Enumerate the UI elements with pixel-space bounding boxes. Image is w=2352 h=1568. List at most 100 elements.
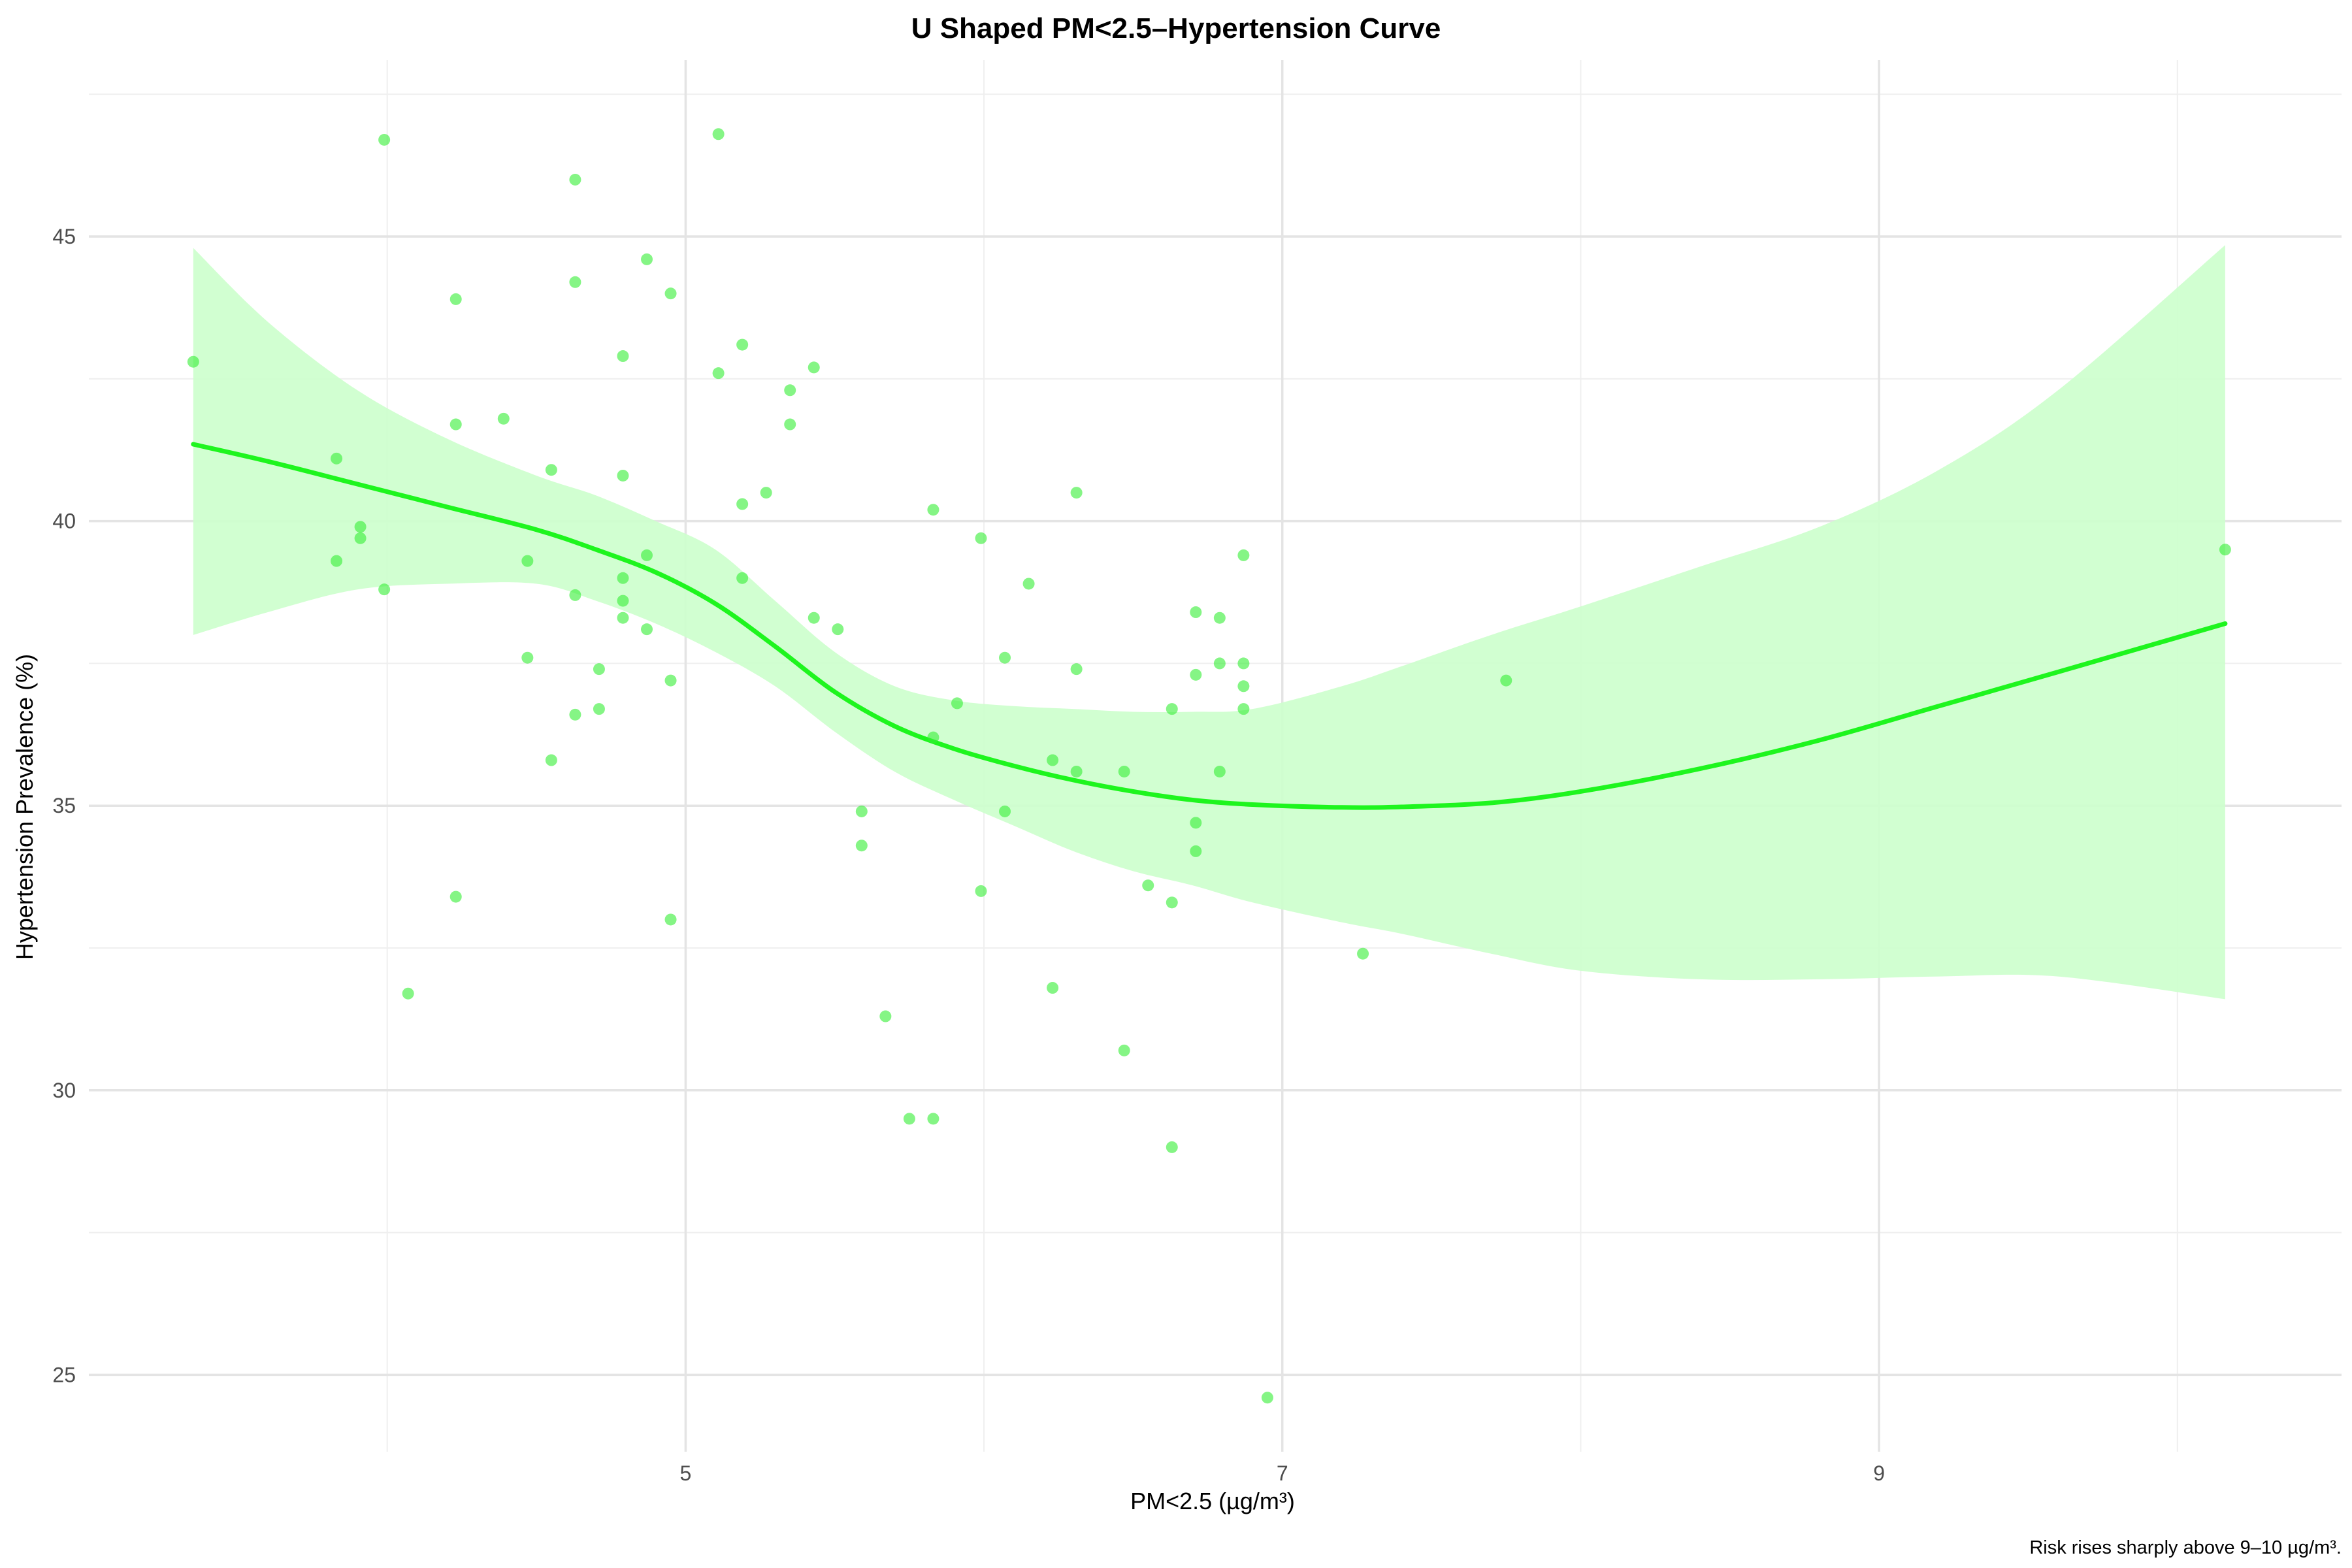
data-point xyxy=(879,1010,892,1022)
data-point xyxy=(1047,754,1059,766)
data-point xyxy=(378,133,391,146)
data-point xyxy=(975,885,987,897)
y-tick-label: 45 xyxy=(52,225,76,248)
smooth-line xyxy=(191,442,2228,810)
data-point xyxy=(664,674,677,687)
data-point xyxy=(2219,544,2231,556)
data-point xyxy=(569,173,581,186)
data-point xyxy=(1118,1044,1130,1056)
y-tick-label: 25 xyxy=(52,1363,76,1386)
data-point xyxy=(855,805,868,817)
data-point xyxy=(1070,487,1083,499)
data-point xyxy=(927,1113,939,1125)
data-point xyxy=(354,521,367,533)
data-point xyxy=(617,572,629,584)
data-point xyxy=(1070,663,1083,676)
data-point xyxy=(1166,896,1178,909)
data-point xyxy=(1190,845,1202,857)
data-point xyxy=(903,1113,915,1125)
data-point xyxy=(354,532,367,544)
data-point xyxy=(521,651,534,664)
data-point xyxy=(1357,947,1369,960)
data-point xyxy=(712,367,725,380)
data-point xyxy=(187,355,199,368)
data-point xyxy=(1166,1141,1178,1153)
data-point xyxy=(449,418,462,431)
data-point xyxy=(641,623,653,636)
data-point xyxy=(927,731,939,743)
data-point xyxy=(951,697,963,710)
data-point xyxy=(784,384,796,397)
data-point xyxy=(808,612,820,624)
x-tick-label: 7 xyxy=(1277,1462,1288,1485)
chart-title: U Shaped PM<2.5–Hypertension Curve xyxy=(911,12,1441,44)
data-point xyxy=(736,572,749,584)
data-point xyxy=(1190,606,1202,619)
data-point xyxy=(712,128,725,140)
data-point xyxy=(760,487,772,499)
data-point xyxy=(569,589,581,601)
data-point xyxy=(1213,657,1226,670)
data-point xyxy=(1261,1392,1273,1404)
data-point xyxy=(784,418,796,431)
x-tick-label: 5 xyxy=(679,1462,691,1485)
y-tick-label: 30 xyxy=(52,1079,76,1102)
data-point xyxy=(641,549,653,561)
x-axis-title: PM<2.5 (µg/m³) xyxy=(1130,1488,1295,1514)
data-point xyxy=(1237,703,1250,715)
data-point xyxy=(1022,578,1035,590)
data-point xyxy=(1237,680,1250,693)
data-point xyxy=(331,452,343,465)
data-point xyxy=(808,361,820,374)
data-point xyxy=(1190,668,1202,681)
y-axis-title: Hypertension Prevalence (%) xyxy=(11,654,38,960)
data-point xyxy=(449,890,462,903)
data-point xyxy=(593,703,605,715)
data-point xyxy=(569,276,581,288)
data-point xyxy=(1190,817,1202,829)
scatter-points xyxy=(187,128,2231,1404)
caption: Risk rises sharply above 9–10 µg/m³. xyxy=(2029,1537,2342,1558)
data-point xyxy=(999,805,1011,817)
data-point xyxy=(1213,765,1226,777)
data-point xyxy=(497,412,510,425)
data-point xyxy=(617,612,629,624)
data-point xyxy=(569,708,581,721)
y-tick-label: 40 xyxy=(52,510,76,533)
data-point xyxy=(927,504,939,516)
data-point xyxy=(402,987,414,1000)
data-point xyxy=(1118,765,1130,777)
data-point xyxy=(999,651,1011,664)
data-point xyxy=(1142,879,1154,892)
data-point xyxy=(1237,657,1250,670)
data-point xyxy=(1213,612,1226,624)
data-point xyxy=(593,663,605,676)
data-point xyxy=(736,498,749,510)
data-point xyxy=(449,293,462,305)
data-point xyxy=(641,253,653,265)
data-point xyxy=(664,287,677,300)
data-point xyxy=(736,338,749,351)
tick-labels: 25 30 35 40 45 5 7 9 xyxy=(52,225,1885,1485)
y-tick-label: 35 xyxy=(52,794,76,817)
data-point xyxy=(617,595,629,607)
data-point xyxy=(331,555,343,567)
data-point xyxy=(664,913,677,926)
data-point xyxy=(1237,549,1250,561)
data-point xyxy=(617,469,629,482)
data-point xyxy=(521,555,534,567)
data-point xyxy=(1500,674,1512,687)
data-point xyxy=(1047,982,1059,994)
x-tick-label: 9 xyxy=(1873,1462,1885,1485)
data-point xyxy=(617,350,629,363)
data-point xyxy=(975,532,987,544)
data-point xyxy=(832,623,844,636)
data-point xyxy=(855,840,868,852)
data-point xyxy=(378,583,391,596)
data-point xyxy=(545,464,557,476)
data-point xyxy=(545,754,557,766)
data-point xyxy=(1070,765,1083,777)
confidence-band xyxy=(193,245,2225,1000)
data-point xyxy=(1166,703,1178,715)
